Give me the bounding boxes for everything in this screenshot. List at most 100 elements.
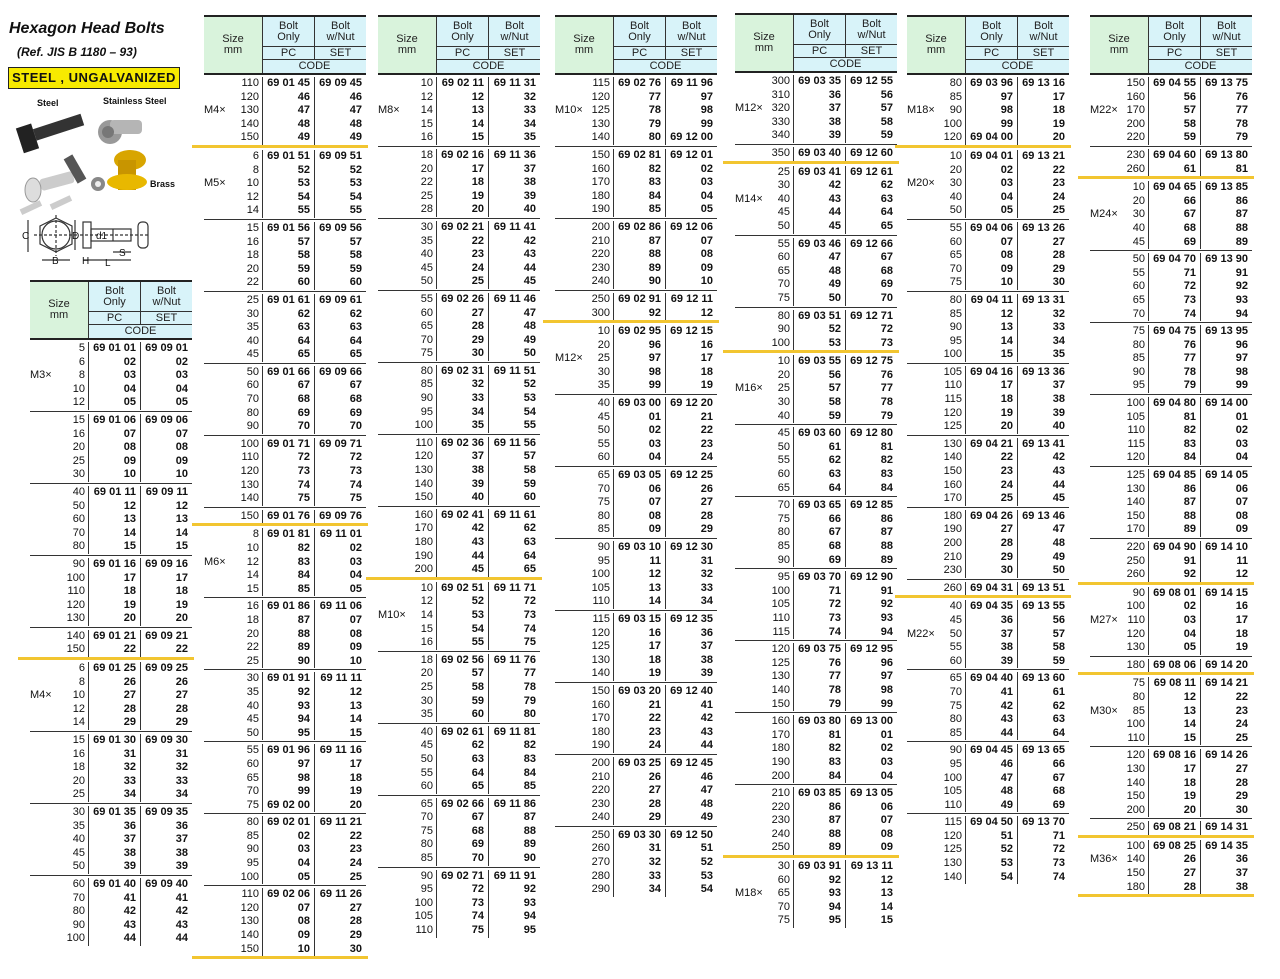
set-code: 69 13 16 xyxy=(1017,77,1069,91)
pc-code: 05 xyxy=(1148,641,1200,655)
pc-code: 68 xyxy=(436,824,488,839)
wnut-label: w/Nut xyxy=(1029,30,1058,43)
length-value: 65 xyxy=(949,672,962,685)
pc-header: PC xyxy=(965,46,1017,59)
length-value: 80 xyxy=(949,713,962,726)
set-code: 71 xyxy=(1017,829,1069,844)
size-cell: 200 xyxy=(1090,118,1148,132)
pc-code: 29 xyxy=(436,333,488,348)
size-label: Size xyxy=(925,33,947,45)
table-row: 110 73 93 xyxy=(735,611,897,626)
length-value: 50 xyxy=(777,219,790,232)
table-row: 45 44 64 xyxy=(735,206,897,220)
set-code: 32 xyxy=(140,761,192,775)
table-row: 35 36 36 xyxy=(30,819,192,834)
length-value: 45 xyxy=(420,739,433,752)
code-header: CODE xyxy=(613,59,717,73)
pc-code: 69 01 66 xyxy=(262,365,314,380)
wnut-label: w/Nut xyxy=(326,30,355,43)
table-row: 6 69 01 25 69 09 25 xyxy=(30,662,192,676)
bolt-label: Bolt xyxy=(1034,19,1053,32)
set-code: 69 12 75 xyxy=(845,355,897,369)
size-cell: 18 xyxy=(30,761,88,775)
pc-code: 63 xyxy=(793,468,845,482)
pc-code: 82 xyxy=(613,162,665,177)
table-row: 55 62 82 xyxy=(735,454,897,469)
pc-code: 52 xyxy=(965,843,1017,858)
thread-prefix: M6× xyxy=(204,555,226,568)
pc-code: 69 08 06 xyxy=(1148,658,1200,673)
pc-code: 87 xyxy=(793,814,845,828)
size-group: 250 69 03 30 69 12 50 260 31 51 270 32 52 280 33 53… xyxy=(555,827,717,898)
pc-code: 69 04 45 xyxy=(965,744,1017,758)
pc-code: 20 xyxy=(1148,803,1200,818)
pc-code: 05 xyxy=(88,396,140,410)
pc-code: 17 xyxy=(613,640,665,654)
table-row: 140 75 75 xyxy=(204,492,366,506)
table-row: 12 12 32 xyxy=(378,90,540,105)
pc-code: 69 03 85 xyxy=(793,787,845,801)
size-cell: 120 xyxy=(735,643,793,657)
size-cell: 100 xyxy=(907,118,965,132)
size-cell: 40 xyxy=(30,486,88,500)
length-value: 40 xyxy=(420,248,433,261)
size-cell: 95 xyxy=(1090,379,1148,393)
size-group: 90 69 08 01 69 14 15 100 02 16 M27× 110 03 17 120 0… xyxy=(1090,585,1252,657)
length-value: 95 xyxy=(949,757,962,770)
pc-code: 37 xyxy=(965,627,1017,642)
pc-code: 63 xyxy=(436,752,488,767)
size-cell: 70 xyxy=(204,785,262,799)
length-value: 80 xyxy=(777,309,790,322)
size-header: Size mm xyxy=(907,17,965,73)
table-row: M30× 85 13 23 xyxy=(1090,704,1252,719)
length-value: 100 xyxy=(240,870,259,883)
set-code: 22 xyxy=(140,643,192,658)
table-row: 18 58 58 xyxy=(204,249,366,263)
thread-prefix: M27× xyxy=(1090,613,1118,626)
size-cell: 120 xyxy=(555,627,613,641)
length-value: 40 xyxy=(1132,221,1145,234)
pc-code: 43 xyxy=(965,713,1017,727)
pc-code: 43 xyxy=(436,536,488,550)
length-value: 50 xyxy=(72,499,85,512)
table-row: 30 98 18 xyxy=(555,365,717,380)
pc-code: 69 04 00 xyxy=(965,131,1017,145)
table-row: 60 92 12 xyxy=(735,873,897,888)
length-value: 180 xyxy=(771,742,790,755)
table-row: 105 72 92 xyxy=(735,598,897,612)
length-value: 55 xyxy=(949,221,962,234)
length-value: 80 xyxy=(246,816,259,829)
size-cell: 70 xyxy=(30,527,88,541)
set-code: 39 xyxy=(1017,406,1069,421)
length-value: 25 xyxy=(777,382,790,395)
table-row: 180 43 63 xyxy=(378,536,540,550)
length-value: 120 xyxy=(943,406,962,419)
pc-code: 47 xyxy=(262,104,314,118)
size-cell: 100 xyxy=(1090,600,1148,614)
pc-code: 72 xyxy=(436,883,488,897)
size-cell: 20 xyxy=(204,263,262,277)
size-cell: 125 xyxy=(555,640,613,654)
table-row: 220 69 04 90 69 14 10 xyxy=(1090,541,1252,555)
size-cell: M30× 85 xyxy=(1090,705,1148,719)
table-row: 10 04 04 xyxy=(30,382,192,397)
pc-code: 69 04 65 xyxy=(1148,181,1200,195)
table-row: 50 95 15 xyxy=(204,726,366,741)
length-value: 40 xyxy=(246,699,259,712)
size-cell: 15 xyxy=(30,734,88,748)
brass-label: Brass xyxy=(150,179,176,189)
size-cell: 95 xyxy=(204,857,262,871)
pc-code: 18 xyxy=(88,585,140,599)
table-row: 5 69 01 01 69 09 01 xyxy=(30,342,192,356)
size-cell: 160 xyxy=(378,509,436,523)
pc-code: 69 01 16 xyxy=(88,557,140,572)
set-code: 24 xyxy=(665,451,717,466)
length-value: 60 xyxy=(246,757,259,770)
set-code: 12 xyxy=(314,685,366,700)
pc-code: 69 03 30 xyxy=(613,828,665,843)
length-value: 30 xyxy=(420,694,433,707)
table-row: 130 20 20 xyxy=(30,612,192,626)
length-value: 260 xyxy=(1126,568,1145,581)
size-cell: 30 xyxy=(735,396,793,410)
size-cell: 140 xyxy=(204,118,262,132)
